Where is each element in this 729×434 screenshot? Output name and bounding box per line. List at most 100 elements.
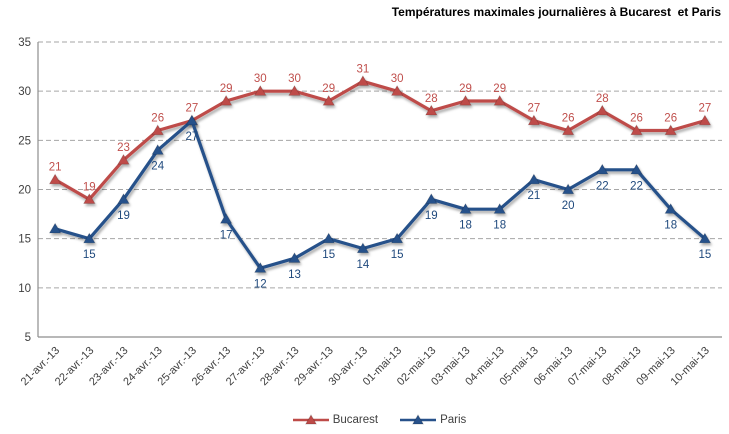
data-point-marker [459, 202, 472, 214]
data-label: 14 [357, 259, 370, 271]
data-point-marker [527, 114, 541, 126]
data-label: 18 [493, 220, 506, 232]
data-point-marker [459, 94, 472, 106]
data-label: 27 [186, 103, 199, 115]
y-tick-label: 35 [18, 37, 31, 49]
data-label: 17 [220, 230, 233, 242]
data-label: 22 [630, 180, 643, 192]
data-point-marker [596, 163, 609, 175]
data-label: 27 [699, 103, 712, 115]
data-label: 21 [528, 190, 541, 202]
data-point-marker [561, 124, 575, 136]
legend-swatch-paris-icon [400, 414, 437, 425]
gridlines [38, 41, 722, 289]
data-label: 26 [562, 113, 575, 125]
data-point-marker [151, 143, 164, 155]
data-point-marker [493, 94, 506, 106]
data-point-marker [390, 84, 404, 96]
data-point-marker [288, 84, 301, 96]
data-label: 29 [459, 83, 472, 95]
data-label: 27 [528, 103, 541, 115]
data-point-marker [390, 232, 404, 244]
x-axis-tick-labels: 21-avr.-1322-avr.-1323-avr.-1324-avr.-13… [19, 345, 712, 389]
series-bucarest [48, 75, 712, 204]
data-point-marker [322, 94, 335, 106]
data-point-marker [698, 232, 712, 244]
data-label: 19 [425, 210, 438, 222]
data-label: 29 [493, 83, 506, 95]
data-label: 18 [664, 220, 677, 232]
series-line-bucarest [53, 79, 707, 201]
data-point-marker [219, 212, 233, 224]
legend-label-bucarest: Bucarest [332, 414, 379, 426]
data-point-marker [356, 242, 370, 254]
series-paris [48, 114, 712, 273]
data-label: 21 [49, 162, 62, 174]
data-label: 29 [220, 83, 233, 95]
data-point-marker [561, 183, 575, 195]
y-axis-tick-labels: 5 10 15 20 25 30 35 [18, 37, 31, 344]
data-label: 19 [83, 181, 96, 193]
data-point-marker [48, 173, 62, 185]
data-point-marker [630, 163, 643, 175]
y-tick-label: 15 [18, 234, 31, 246]
series-line-paris [53, 119, 707, 270]
data-labels: 21 19 23 26 27 29 30 30 29 31 30 28 29 29 27 26 28 26 26 27… [49, 63, 712, 290]
data-label: 31 [357, 63, 370, 75]
data-point-marker [493, 202, 506, 214]
data-label: 28 [425, 93, 438, 105]
data-label: 15 [83, 249, 96, 261]
axes [37, 42, 722, 338]
data-point-marker [185, 114, 199, 126]
data-label: 13 [288, 269, 301, 281]
data-point-marker [254, 261, 267, 273]
data-point-marker [630, 124, 643, 136]
chart-title: Températures maximales journalières à Bu… [391, 5, 721, 19]
data-label: 15 [699, 249, 712, 261]
data-point-marker [83, 193, 96, 204]
data-label: 18 [459, 220, 472, 232]
y-tick-label: 5 [25, 332, 31, 344]
data-point-marker [698, 114, 712, 126]
data-point-marker [254, 84, 267, 96]
series-group [48, 75, 712, 273]
data-label: 15 [391, 249, 404, 261]
data-point-marker [527, 173, 541, 185]
data-point-marker [83, 232, 96, 244]
data-label: 15 [322, 249, 335, 261]
data-label: 26 [664, 113, 677, 125]
data-point-marker [322, 232, 335, 244]
data-label: 12 [254, 279, 267, 291]
y-tick-label: 30 [18, 86, 31, 98]
legend-label-paris: Paris [440, 414, 467, 426]
data-point-marker [356, 75, 370, 86]
data-point-marker [664, 124, 677, 136]
data-label: 30 [288, 73, 301, 85]
data-label: 22 [596, 180, 609, 192]
data-point-marker [117, 153, 130, 165]
legend-swatch-bucarest-icon [292, 414, 329, 425]
y-tick-label: 20 [18, 185, 31, 197]
data-label: 30 [391, 73, 404, 85]
y-tick-label: 10 [18, 283, 31, 295]
y-tick-label: 25 [18, 135, 31, 147]
data-label: 27 [186, 131, 199, 143]
data-point-marker [117, 193, 130, 204]
legend-item-paris: Paris [400, 414, 466, 426]
data-point-marker [425, 193, 438, 204]
data-label: 28 [596, 93, 609, 105]
data-label: 24 [151, 161, 164, 173]
data-label: 23 [117, 142, 130, 154]
data-label: 30 [254, 73, 267, 85]
legend-item-bucarest: Bucarest [292, 414, 379, 426]
data-label: 19 [117, 210, 130, 222]
legend: Bucarest Paris [30, 414, 729, 426]
data-point-marker [596, 104, 609, 116]
data-label: 20 [562, 200, 575, 212]
data-point-marker [219, 94, 233, 106]
data-label: 29 [322, 83, 335, 95]
data-point-marker [288, 252, 301, 263]
data-point-marker [48, 222, 62, 234]
